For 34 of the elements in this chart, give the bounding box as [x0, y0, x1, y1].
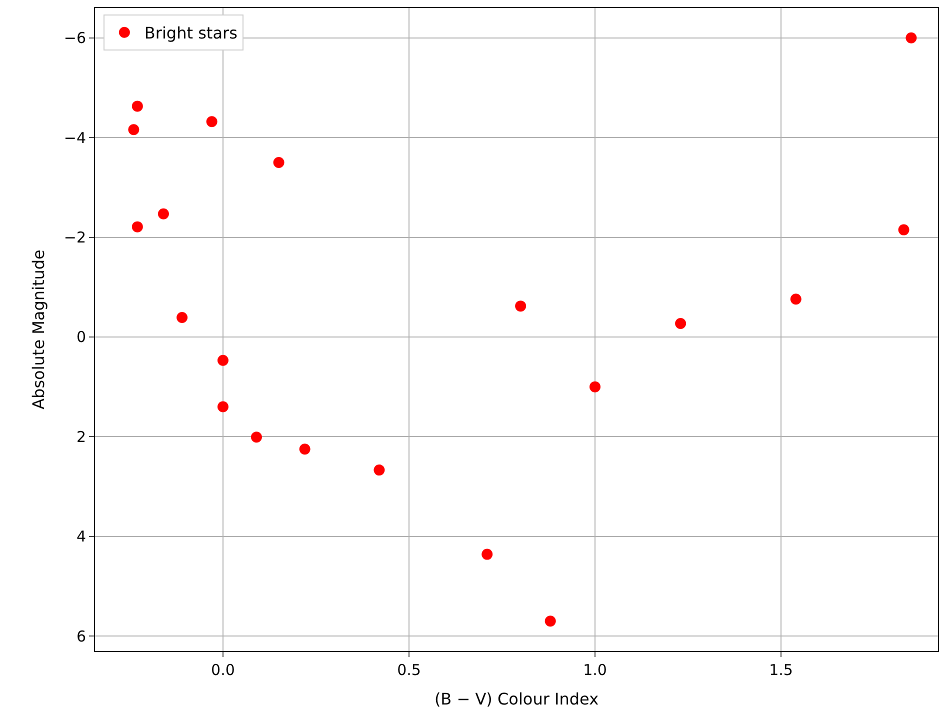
point — [132, 100, 143, 112]
legend-label: Bright stars — [144, 24, 238, 43]
point — [132, 221, 143, 232]
point — [482, 548, 493, 560]
point — [374, 464, 385, 476]
x-tick-label: 0.0 — [211, 661, 235, 679]
point — [906, 32, 917, 44]
x-axis-title: (B − V) Colour Index — [434, 690, 599, 709]
point — [217, 354, 228, 366]
x-tick-label: 1.0 — [583, 661, 607, 679]
point — [590, 381, 600, 392]
point — [176, 312, 188, 324]
point — [128, 124, 140, 136]
x-tick-label: 0.5 — [397, 661, 421, 679]
point — [217, 401, 228, 412]
y-tick-label: −2 — [64, 228, 86, 247]
y-axis-title: Absolute Magnitude — [28, 250, 48, 410]
point — [158, 208, 169, 220]
y-tick-label: 2 — [76, 428, 86, 446]
point — [898, 224, 910, 236]
point — [273, 157, 284, 168]
y-tick-label: −4 — [64, 128, 86, 147]
x-tick-label: 1.5 — [769, 661, 793, 679]
y-tick-label: 0 — [76, 328, 86, 346]
point — [250, 432, 262, 443]
point — [790, 294, 802, 305]
y-tick-label: −6 — [64, 29, 86, 48]
point — [206, 116, 218, 128]
y-tick-label: 4 — [76, 528, 86, 546]
y-tick-label: 6 — [76, 627, 86, 646]
point — [675, 318, 686, 330]
point — [544, 616, 556, 627]
point — [515, 300, 526, 312]
point — [299, 444, 310, 455]
